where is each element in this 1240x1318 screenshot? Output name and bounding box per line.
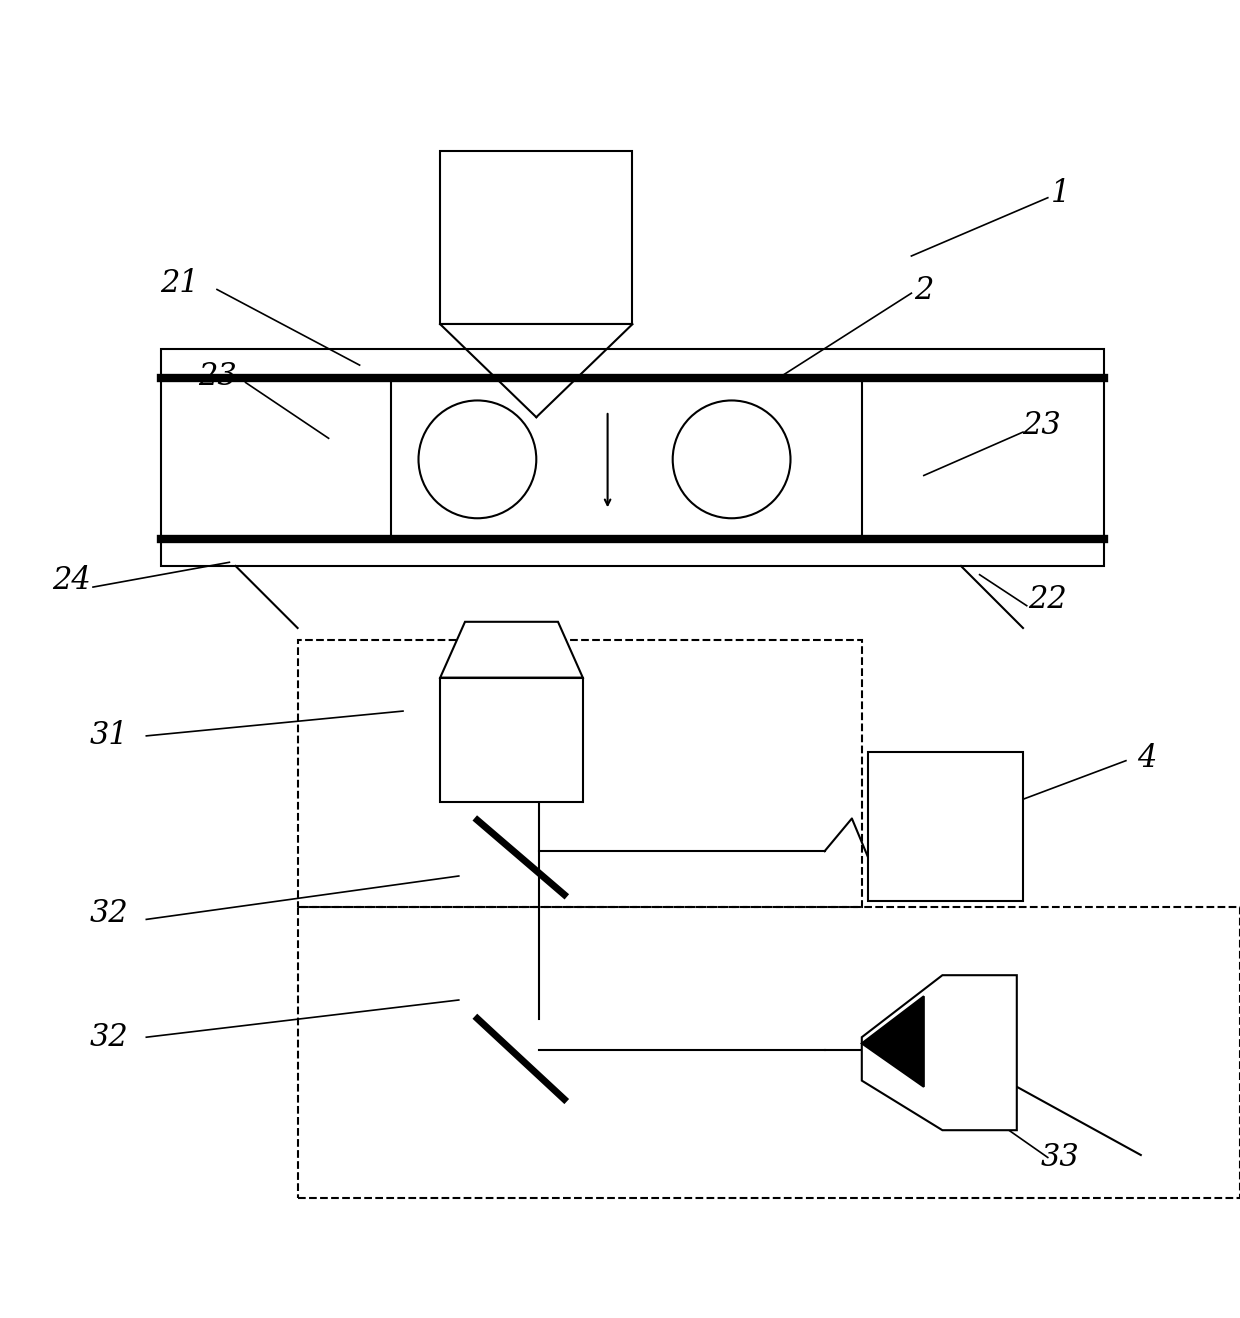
Text: 1: 1 [1050,178,1070,210]
Ellipse shape [419,401,537,518]
Text: 4: 4 [1137,743,1157,774]
Text: 31: 31 [89,721,129,751]
Ellipse shape [672,401,791,518]
Polygon shape [440,324,632,418]
Text: 2: 2 [914,275,934,306]
Polygon shape [862,996,924,1087]
Text: 23: 23 [197,361,237,391]
Bar [298,641,862,907]
Text: 32: 32 [89,898,129,929]
Text: 24: 24 [52,565,92,596]
Text: 22: 22 [1028,584,1068,616]
Bar [161,349,1104,565]
Polygon shape [440,622,583,677]
Polygon shape [862,975,1017,1131]
Text: 32: 32 [89,1021,129,1053]
Bar [440,150,632,324]
Text: 23: 23 [1022,410,1061,442]
Text: 33: 33 [1040,1141,1080,1173]
Text: 21: 21 [160,268,200,299]
Bar [868,753,1023,900]
Bar [440,677,583,801]
Bar [298,907,1240,1198]
